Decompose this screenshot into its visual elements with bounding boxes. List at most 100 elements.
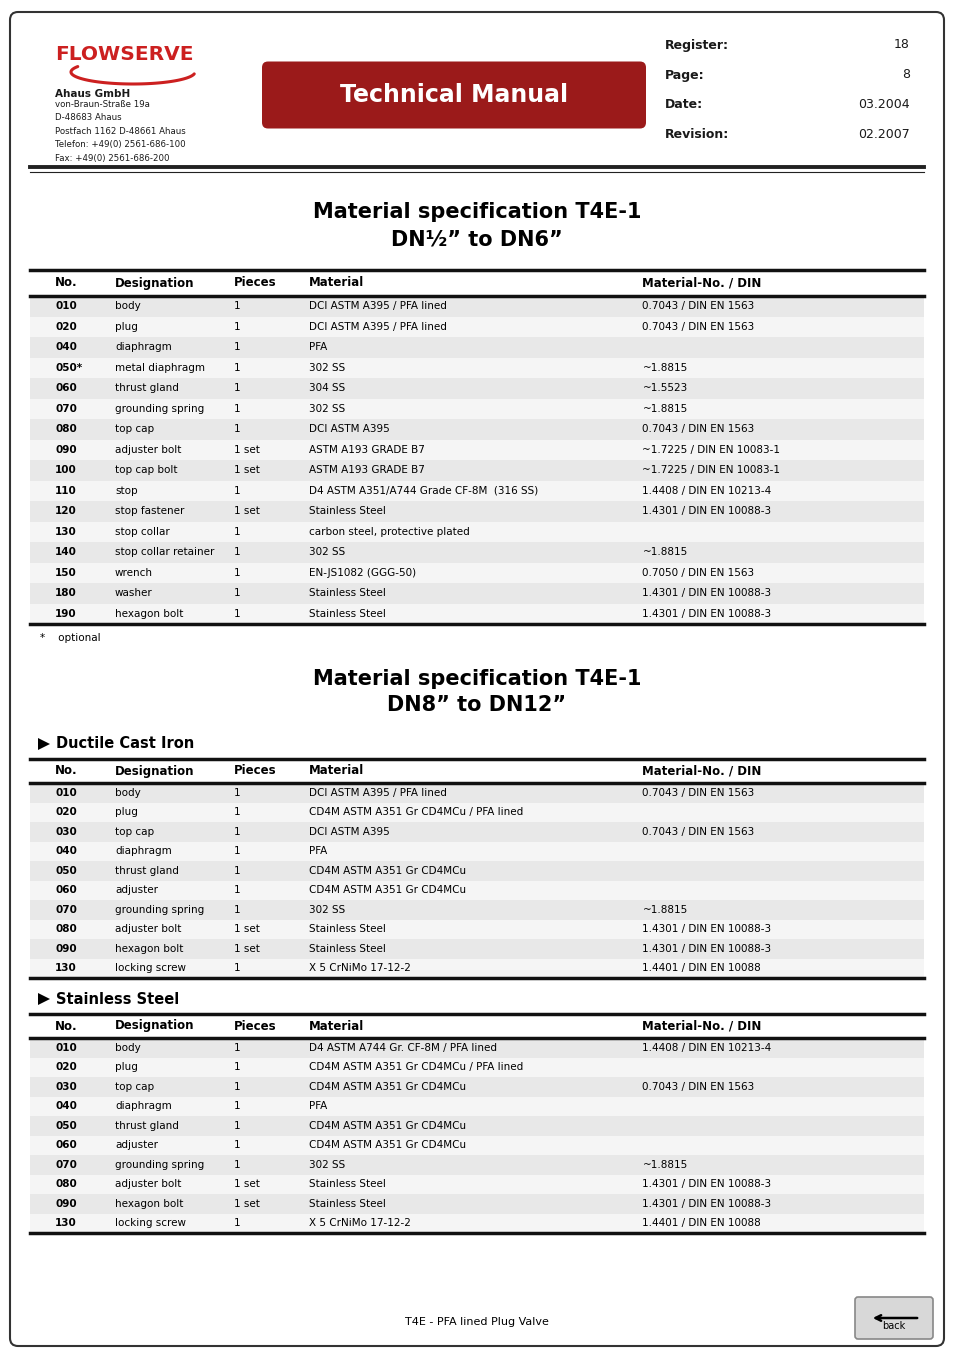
Text: von-Braun-Straße 19a: von-Braun-Straße 19a — [55, 100, 150, 109]
Text: locking screw: locking screw — [114, 1218, 186, 1228]
Polygon shape — [38, 738, 50, 751]
Text: 1 set: 1 set — [233, 1180, 259, 1189]
Text: 1: 1 — [233, 1062, 240, 1072]
Bar — [30, 861, 923, 880]
Text: 1.4408 / DIN EN 10213-4: 1.4408 / DIN EN 10213-4 — [641, 1042, 771, 1053]
Text: *    optional: * optional — [40, 633, 100, 643]
Text: 1.4301 / DIN EN 10088-3: 1.4301 / DIN EN 10088-3 — [641, 925, 771, 934]
Bar — [30, 398, 923, 418]
Text: ~1.8815: ~1.8815 — [641, 363, 687, 373]
Text: 080: 080 — [55, 424, 76, 435]
Text: X 5 CrNiMo 17-12-2: X 5 CrNiMo 17-12-2 — [309, 964, 411, 973]
Text: 1: 1 — [233, 589, 240, 598]
Text: Ahaus GmbH: Ahaus GmbH — [55, 89, 131, 99]
Text: PFA: PFA — [309, 846, 327, 856]
Text: 080: 080 — [55, 1180, 76, 1189]
Text: PFA: PFA — [309, 343, 327, 352]
Text: 1 set: 1 set — [233, 466, 259, 475]
Text: CD4M ASTM A351 Gr CD4MCu: CD4M ASTM A351 Gr CD4MCu — [309, 1081, 466, 1092]
Text: 1: 1 — [233, 547, 240, 558]
Text: 090: 090 — [55, 1199, 76, 1208]
Text: Pieces: Pieces — [233, 277, 276, 289]
Text: Material specification T4E-1: Material specification T4E-1 — [313, 670, 640, 688]
Text: locking screw: locking screw — [114, 964, 186, 973]
Text: 1: 1 — [233, 807, 240, 817]
Text: ASTM A193 GRADE B7: ASTM A193 GRADE B7 — [309, 444, 424, 455]
Text: Material: Material — [309, 277, 364, 289]
Bar — [30, 1096, 923, 1116]
Text: 03.2004: 03.2004 — [858, 99, 909, 112]
Text: 1.4301 / DIN EN 10088-3: 1.4301 / DIN EN 10088-3 — [641, 506, 771, 516]
Text: 1.4301 / DIN EN 10088-3: 1.4301 / DIN EN 10088-3 — [641, 1180, 771, 1189]
Text: 1: 1 — [233, 1141, 240, 1150]
Text: ASTM A193 GRADE B7: ASTM A193 GRADE B7 — [309, 466, 424, 475]
Text: 010: 010 — [55, 301, 76, 312]
Text: CD4M ASTM A351 Gr CD4MCu: CD4M ASTM A351 Gr CD4MCu — [309, 1120, 466, 1131]
Text: grounding spring: grounding spring — [114, 904, 204, 915]
Text: 1: 1 — [233, 404, 240, 413]
Text: 070: 070 — [55, 904, 77, 915]
Text: 1: 1 — [233, 846, 240, 856]
Text: Revision:: Revision: — [664, 128, 728, 142]
Text: 1: 1 — [233, 383, 240, 393]
Text: 060: 060 — [55, 383, 76, 393]
Text: thrust gland: thrust gland — [114, 865, 178, 876]
Text: Material-No. / DIN: Material-No. / DIN — [641, 1019, 760, 1033]
Text: top cap: top cap — [114, 1081, 153, 1092]
Text: 1: 1 — [233, 826, 240, 837]
FancyBboxPatch shape — [262, 62, 645, 128]
Text: Material specification T4E-1: Material specification T4E-1 — [313, 202, 640, 221]
Text: 130: 130 — [55, 526, 76, 537]
Bar — [30, 1057, 923, 1077]
Text: 020: 020 — [55, 321, 76, 332]
Bar — [30, 603, 923, 624]
Text: 030: 030 — [55, 1081, 76, 1092]
Text: top cap bolt: top cap bolt — [114, 466, 177, 475]
Text: 070: 070 — [55, 1160, 77, 1169]
Bar — [30, 1214, 923, 1233]
Text: 1: 1 — [233, 1081, 240, 1092]
Bar — [30, 541, 923, 563]
Text: 302 SS: 302 SS — [309, 1160, 345, 1169]
Bar — [30, 358, 923, 378]
Text: 1: 1 — [233, 321, 240, 332]
Text: No.: No. — [55, 764, 77, 778]
Text: No.: No. — [55, 1019, 77, 1033]
Text: 302 SS: 302 SS — [309, 404, 345, 413]
Text: 0.7043 / DIN EN 1563: 0.7043 / DIN EN 1563 — [641, 424, 754, 435]
Bar — [30, 940, 923, 958]
Text: Stainless Steel: Stainless Steel — [309, 1180, 385, 1189]
Text: 0.7050 / DIN EN 1563: 0.7050 / DIN EN 1563 — [641, 568, 754, 578]
Text: top cap: top cap — [114, 826, 153, 837]
Text: 110: 110 — [55, 486, 76, 495]
Text: 130: 130 — [55, 1218, 76, 1228]
Text: Stainless Steel: Stainless Steel — [309, 506, 385, 516]
Text: ~1.7225 / DIN EN 10083-1: ~1.7225 / DIN EN 10083-1 — [641, 466, 780, 475]
Text: metal diaphragm: metal diaphragm — [114, 363, 205, 373]
Text: ~1.5523: ~1.5523 — [641, 383, 687, 393]
Text: 302 SS: 302 SS — [309, 904, 345, 915]
Text: 0.7043 / DIN EN 1563: 0.7043 / DIN EN 1563 — [641, 826, 754, 837]
Text: 020: 020 — [55, 1062, 76, 1072]
Text: 1 set: 1 set — [233, 944, 259, 953]
Text: washer: washer — [114, 589, 152, 598]
Text: Material: Material — [309, 764, 364, 778]
Text: grounding spring: grounding spring — [114, 404, 204, 413]
Text: 040: 040 — [55, 1102, 77, 1111]
Text: Material-No. / DIN: Material-No. / DIN — [641, 277, 760, 289]
Text: 302 SS: 302 SS — [309, 363, 345, 373]
Bar — [30, 460, 923, 481]
Text: 1.4301 / DIN EN 10088-3: 1.4301 / DIN EN 10088-3 — [641, 589, 771, 598]
Text: 070: 070 — [55, 404, 77, 413]
Text: D-48683 Ahaus: D-48683 Ahaus — [55, 113, 121, 123]
Text: 1: 1 — [233, 363, 240, 373]
Text: Designation: Designation — [114, 764, 194, 778]
Text: 1 set: 1 set — [233, 925, 259, 934]
Text: 1: 1 — [233, 904, 240, 915]
Text: 1: 1 — [233, 886, 240, 895]
Text: 1.4408 / DIN EN 10213-4: 1.4408 / DIN EN 10213-4 — [641, 486, 771, 495]
Text: ~1.8815: ~1.8815 — [641, 547, 687, 558]
Text: 050: 050 — [55, 865, 76, 876]
Bar — [30, 1116, 923, 1135]
Text: diaphragm: diaphragm — [114, 846, 172, 856]
